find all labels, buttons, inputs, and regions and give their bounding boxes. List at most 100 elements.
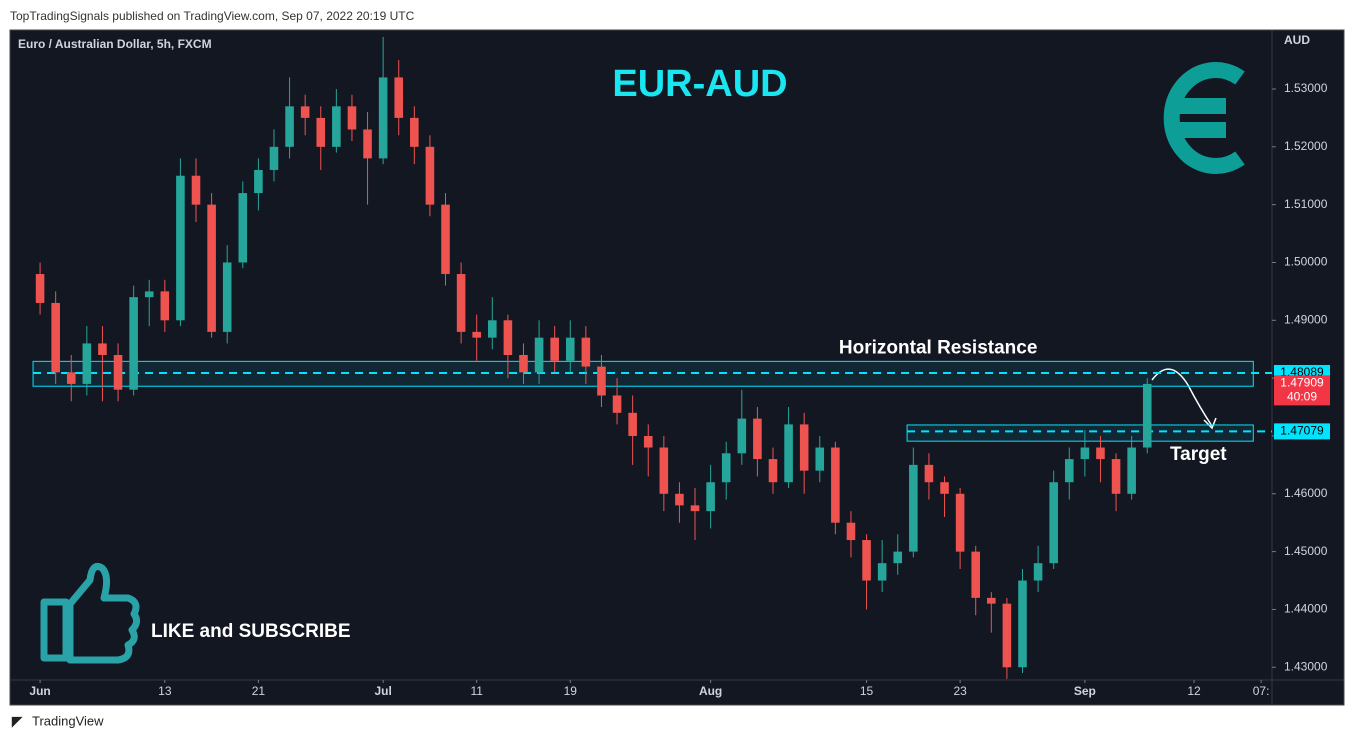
candle-body [66, 372, 76, 384]
candle-body [753, 418, 762, 460]
candle-body [456, 274, 466, 332]
candle-body [1096, 447, 1105, 460]
y-tick-label: 1.50000 [1284, 255, 1328, 269]
candle-body [550, 337, 559, 361]
candle-body [1080, 447, 1090, 460]
candle-body [846, 522, 856, 541]
footer: TradingView [32, 713, 104, 728]
zone [906, 424, 1254, 442]
candle-body [222, 262, 232, 332]
zone-label: Target [1170, 444, 1227, 465]
candle-body [659, 447, 669, 494]
candle-body [254, 169, 263, 194]
candle-body [815, 447, 825, 471]
candle-body [347, 106, 357, 130]
y-tick-label: 1.44000 [1284, 602, 1328, 616]
candle-body [893, 551, 903, 564]
candle-body [1049, 482, 1058, 564]
x-tick-label: Aug [699, 684, 722, 698]
x-tick-label: 23 [953, 684, 967, 698]
candle-body [410, 117, 419, 147]
y-tick-label: 1.51000 [1284, 197, 1328, 211]
candle-body [643, 435, 653, 448]
header: TopTradingSignals published on TradingVi… [10, 9, 415, 23]
candle-body [940, 482, 949, 494]
candle-body [1018, 580, 1027, 668]
y-tick-label: 1.46000 [1284, 486, 1328, 500]
candle-body [690, 505, 700, 512]
candle-body [597, 366, 606, 396]
candle-body [191, 175, 201, 205]
candle-body [160, 291, 170, 321]
arrow-head [1203, 417, 1217, 430]
candle-body [269, 146, 279, 170]
chart-bg [9, 29, 1345, 706]
candle-body [612, 395, 622, 413]
candle-body [737, 418, 747, 454]
thumb-icon [40, 563, 141, 664]
candle-body [207, 204, 216, 332]
candle-body [955, 493, 965, 552]
candle-body [144, 291, 154, 298]
candle-body [519, 355, 528, 373]
candle-body [1127, 447, 1136, 494]
projection-arrow [1151, 368, 1213, 427]
candle-body [706, 482, 715, 512]
y-tick-label: 1.53000 [1284, 81, 1328, 95]
candle-body [238, 193, 248, 263]
symbol: Euro / Australian Dollar, 5h, FXCM [18, 37, 212, 51]
x-tick-label: Jun [29, 684, 50, 698]
candle-body [316, 117, 326, 147]
x-tick-label: 13 [158, 684, 172, 698]
last-price: 1.47909 [1280, 376, 1324, 390]
candle-body [472, 331, 481, 338]
candle-body [441, 204, 450, 275]
axis-unit: AUD [1284, 33, 1310, 47]
candle-body [831, 447, 840, 523]
candle-body [35, 274, 45, 303]
candle-body [378, 77, 388, 159]
y-tick-label: 1.45000 [1284, 544, 1328, 558]
x-tick-label: 15 [860, 684, 874, 698]
x-tick-label: 19 [564, 684, 578, 698]
candle-body [285, 106, 294, 147]
candle-body [176, 175, 185, 321]
candle-body [1142, 383, 1152, 448]
candle-body [987, 597, 996, 604]
countdown: 40:09 [1287, 390, 1317, 404]
candle-body [488, 320, 497, 338]
candle-body [971, 551, 981, 598]
candle-body [394, 77, 404, 118]
candle-body [862, 540, 871, 581]
euro-icon [1163, 62, 1245, 174]
candle-body [1002, 603, 1012, 668]
level-label-bg [1274, 423, 1330, 440]
x-tick-label: Jul [374, 684, 391, 698]
candle-body [129, 297, 138, 390]
candle-body [51, 302, 60, 373]
x-tick-label: 12 [1187, 684, 1201, 698]
candle-body [1111, 459, 1121, 494]
candle-body [565, 337, 575, 361]
candle-body [628, 412, 637, 436]
candle-body [581, 337, 591, 367]
footer-logo: ◤ [11, 713, 23, 728]
candle-body [768, 459, 778, 483]
chart-title: EUR-AUD [612, 63, 787, 105]
y-tick-label: 1.43000 [1284, 659, 1328, 673]
y-tick-label: 1.49000 [1284, 312, 1328, 326]
candle-body [721, 453, 731, 483]
candle-body [113, 355, 123, 390]
candle-body [300, 106, 310, 118]
x-tick-label: 07: [1253, 684, 1270, 698]
candle-body [425, 146, 435, 205]
candle-body [909, 464, 918, 552]
y-tick-label: 1.52000 [1284, 139, 1328, 153]
x-tick-label: Sep [1074, 684, 1096, 698]
candle-body [363, 129, 372, 159]
candle-body [877, 563, 887, 581]
candle-body [1064, 459, 1074, 483]
candle-body [503, 320, 513, 355]
